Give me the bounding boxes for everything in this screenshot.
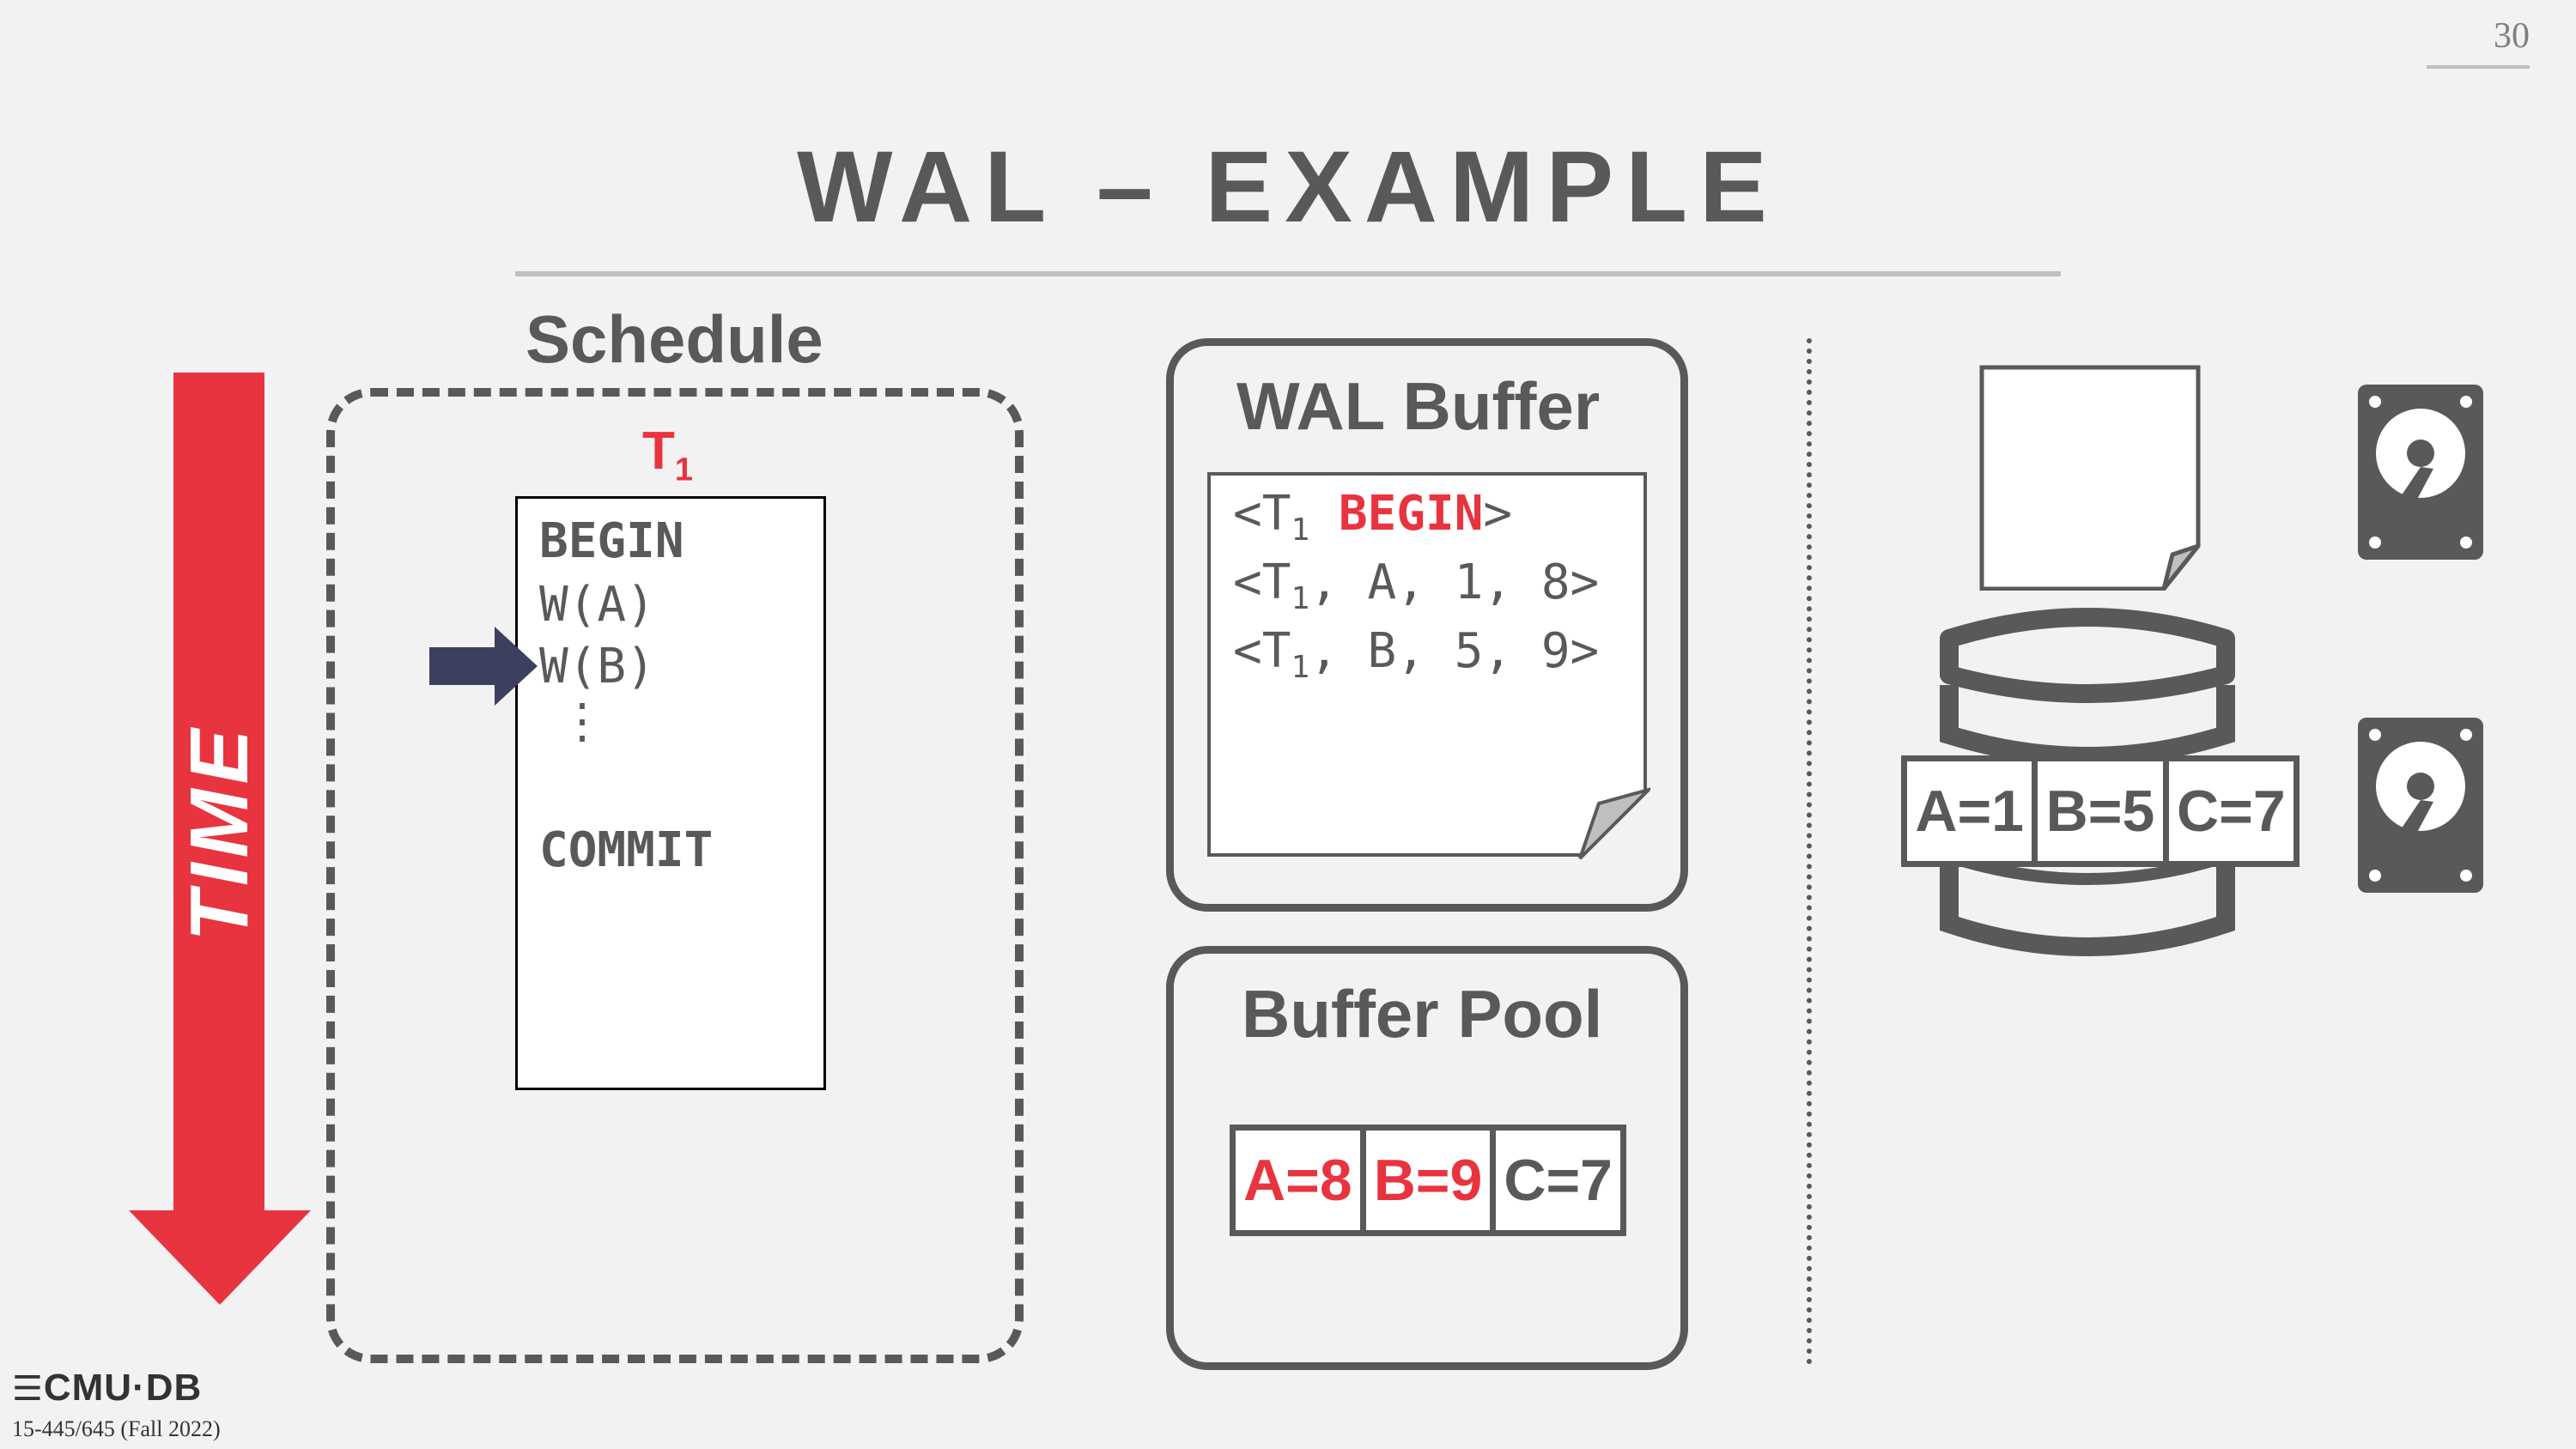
time-arrow: [129, 373, 311, 1305]
wal-record: <T1 BEGIN>: [1233, 486, 1513, 549]
disk-cell: B=5: [2038, 761, 2163, 861]
time-label: TIME: [173, 724, 265, 942]
op-begin: BEGIN: [539, 513, 684, 569]
txn-box: [515, 496, 826, 1090]
wal-record: <T1, B, 5, 9>: [1233, 623, 1600, 686]
slide-title: WAL – EXAMPLE: [797, 130, 1779, 244]
wal-page-fold-icon: [1578, 787, 1650, 860]
disk-cell: A=1: [1907, 761, 2032, 861]
buffer-pool-cell: B=9: [1365, 1131, 1491, 1230]
current-op-arrow-icon: [429, 627, 538, 706]
op-ellipsis: ⋮: [558, 694, 606, 749]
disk-cell: C=7: [2168, 761, 2293, 861]
memory-disk-divider: [1807, 338, 1812, 1365]
schedule-box: [326, 388, 1024, 1363]
txn-header: T1: [642, 421, 694, 488]
wal-buffer-label: WAL Buffer: [1236, 368, 1601, 444]
schedule-label: Schedule: [526, 301, 823, 377]
op-commit: COMMIT: [539, 822, 714, 878]
database-logo-icon: ☰: [12, 1370, 44, 1408]
hard-drive-icon: [2358, 718, 2483, 893]
buffer-pool-cell: A=8: [1236, 1131, 1360, 1230]
op-write-a: W(A): [539, 577, 655, 633]
wal-record: <T1, A, 1, 8>: [1233, 555, 1600, 617]
slide-number: 30: [2494, 16, 2530, 56]
hard-drive-icon: [2358, 385, 2483, 560]
disk-page: A=1 B=5 C=7: [1901, 755, 2300, 867]
buffer-pool-cell: C=7: [1496, 1131, 1621, 1230]
course-label: 15-445/645 (Fall 2022): [12, 1416, 221, 1441]
title-rule: [515, 271, 2061, 276]
cmu-db-logo: ☰CMU·DB: [12, 1367, 203, 1409]
slide-number-rule: [2427, 65, 2530, 69]
buffer-pool-page: A=8 B=9 C=7: [1230, 1125, 1626, 1236]
log-file-page-icon: [1979, 365, 2201, 591]
buffer-pool-label: Buffer Pool: [1242, 976, 1603, 1052]
op-write-b: W(B): [539, 639, 655, 694]
time-label-wrap: TIME: [168, 724, 271, 941]
wal-page: [1207, 472, 1647, 857]
